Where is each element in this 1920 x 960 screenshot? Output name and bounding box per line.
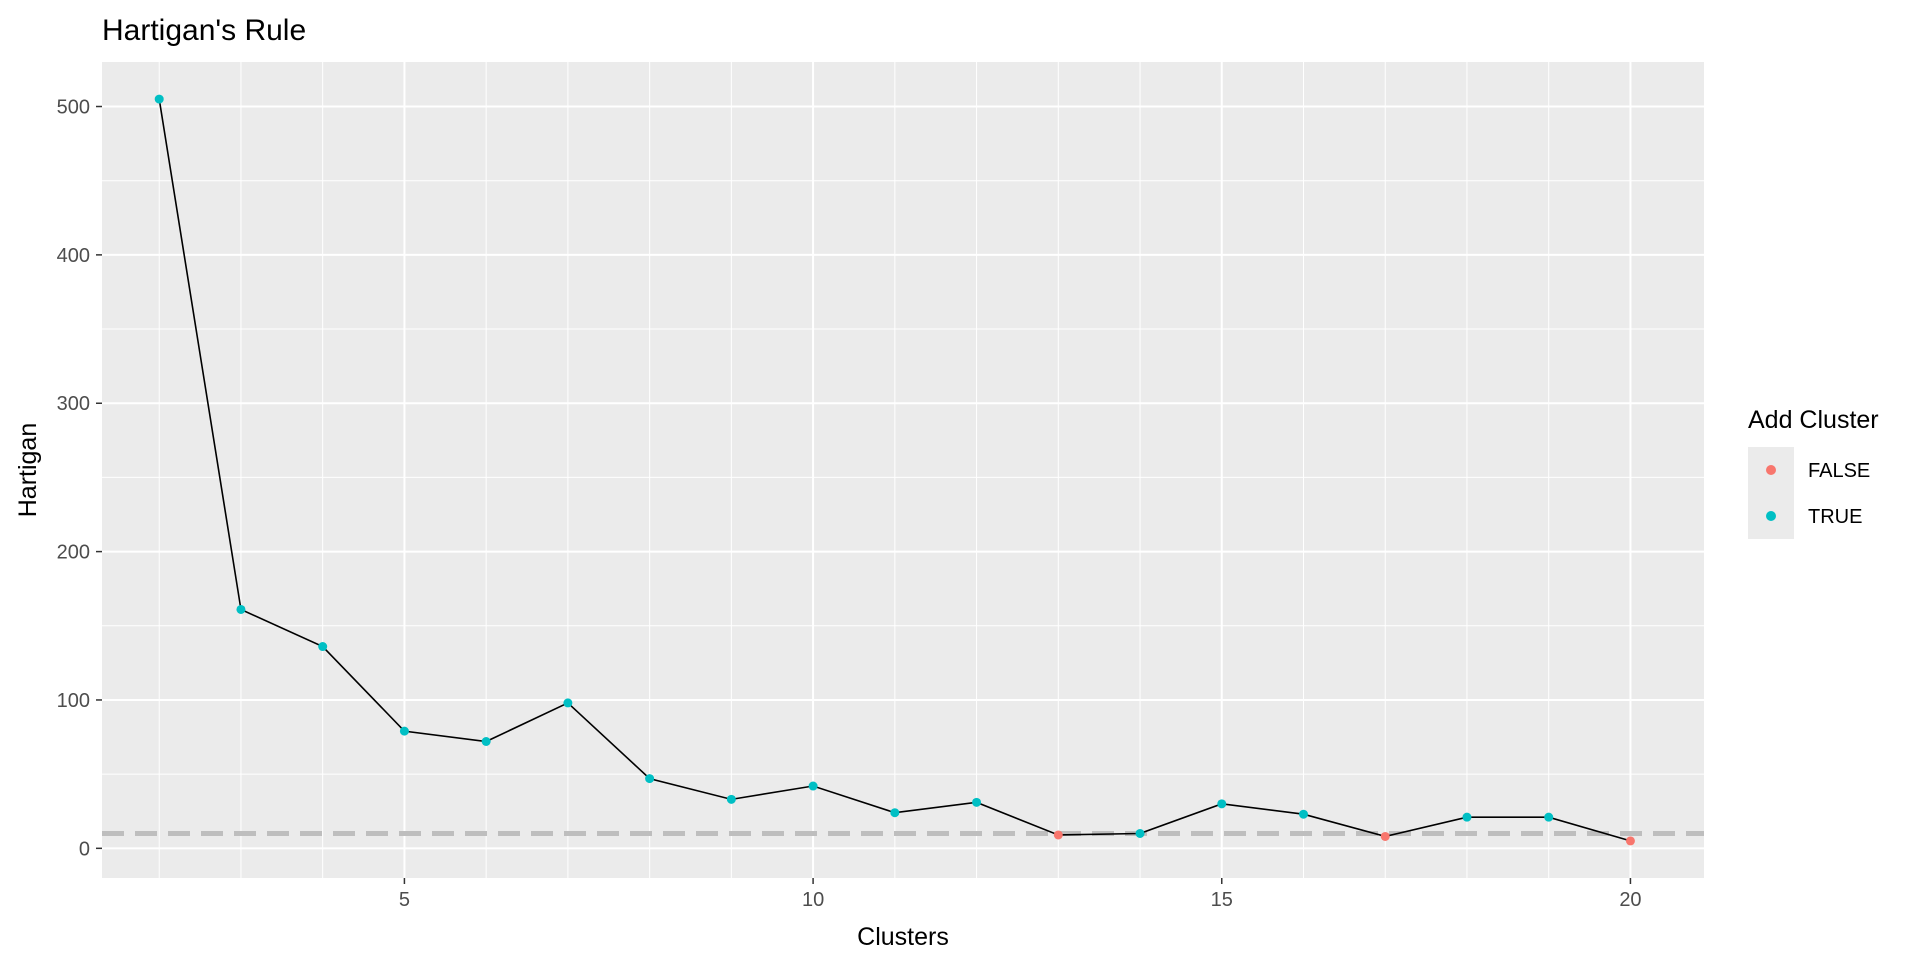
legend-dot-false — [1766, 465, 1776, 475]
y-tick-label: 300 — [57, 393, 90, 415]
data-point — [808, 781, 818, 791]
data-point — [726, 794, 736, 804]
x-tick-label: 15 — [1211, 889, 1233, 911]
major-gridlines — [102, 62, 1704, 878]
y-tick-label: 0 — [79, 838, 90, 860]
legend-label-false: FALSE — [1808, 460, 1870, 482]
y-tick-label: 500 — [57, 97, 90, 119]
data-point — [1380, 831, 1390, 841]
data-point — [481, 737, 491, 747]
legend-dot-true — [1766, 511, 1776, 521]
data-point — [154, 94, 164, 104]
minor-gridlines — [102, 62, 1704, 878]
data-point — [1625, 836, 1635, 846]
data-point — [318, 642, 328, 652]
legend-title: Add Cluster — [1748, 406, 1879, 434]
data-point — [563, 698, 573, 708]
data-point — [890, 808, 900, 818]
x-tick-label: 20 — [1619, 889, 1641, 911]
x-tick-label: 10 — [802, 889, 824, 911]
data-point — [1053, 830, 1063, 840]
y-tick-label: 400 — [57, 245, 90, 267]
x-tick-label: 5 — [399, 889, 410, 911]
x-axis-title: Clusters — [857, 923, 949, 951]
plot-panel — [102, 62, 1704, 878]
data-point — [1299, 809, 1308, 819]
data-point — [972, 797, 982, 807]
data-point — [236, 604, 246, 614]
data-point — [1544, 812, 1554, 822]
y-tick-label: 200 — [57, 542, 90, 564]
data-point — [645, 774, 655, 784]
y-axis-title: Hartigan — [14, 423, 42, 518]
data-points — [154, 94, 1635, 846]
data-point — [399, 726, 409, 736]
y-tick-label: 100 — [57, 690, 90, 712]
data-point — [1462, 812, 1472, 822]
x-axis: 5 10 15 20 — [399, 878, 1642, 911]
legend-label-true: TRUE — [1808, 506, 1862, 528]
y-axis: 0 100 200 300 400 500 — [57, 97, 102, 860]
legend: Add Cluster FALSE TRUE — [1748, 406, 1879, 539]
data-point — [1217, 799, 1227, 809]
chart-title: Hartigan's Rule — [102, 14, 306, 47]
data-point — [1135, 828, 1145, 838]
